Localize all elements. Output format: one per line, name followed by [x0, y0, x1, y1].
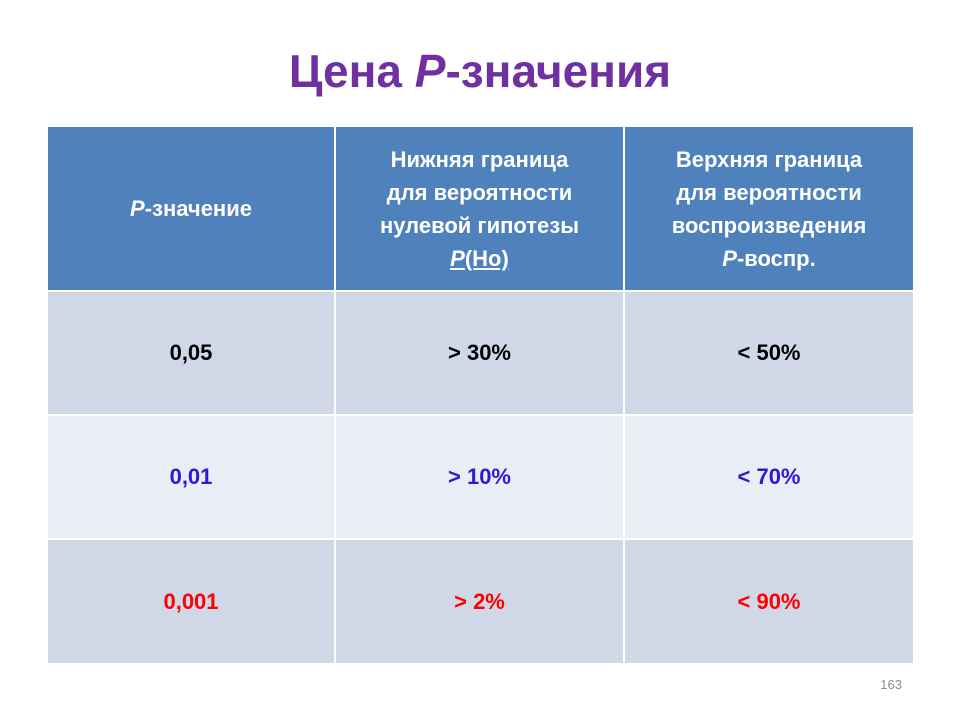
cell-lower-bound: > 30% [335, 290, 625, 415]
header-p-value: P-значение [48, 127, 336, 291]
table-header-row: P-значение Нижняя граница для вероятности… [48, 127, 913, 291]
page-number: 163 [880, 677, 902, 692]
header-upper-line2: для вероятности [676, 179, 862, 205]
table-row: 0,05 > 30% < 50% [48, 290, 913, 415]
cell-lower-bound: > 2% [335, 538, 625, 663]
header-upper-rest: -воспр. [736, 245, 816, 271]
header-lower-bound: Нижняя граница для вероятности нулевой гип… [335, 127, 625, 291]
header-lower-line3: нулевой гипотезы [379, 212, 580, 238]
header-lower-line4: P(Ho) [450, 246, 509, 271]
cell-upper-bound: < 70% [624, 414, 913, 539]
title-prefix: Цена [288, 45, 415, 97]
header-lower-italic: P [450, 245, 465, 271]
cell-upper-bound: < 90% [624, 538, 913, 663]
cell-p-value: 0,01 [48, 414, 336, 539]
title-italic-p: P [414, 45, 446, 97]
table-row: 0,001 > 2% < 90% [48, 538, 913, 663]
page-title: Цена P-значения [0, 44, 960, 99]
header-lower-line2: для вероятности [386, 179, 573, 205]
table-row: 0,01 > 10% < 70% [48, 414, 913, 539]
header-p-text: -значение [144, 196, 252, 221]
header-upper-italic: P [722, 245, 737, 271]
header-upper-line1: Верхняя граница [675, 146, 863, 172]
header-p-italic: P [130, 196, 145, 221]
title-suffix: -значения [445, 45, 672, 97]
cell-p-value: 0,05 [48, 290, 336, 415]
header-lower-line1: Нижняя граница [390, 146, 569, 172]
header-upper-bound: Верхняя граница для вероятности воспроизве… [624, 127, 913, 291]
header-upper-line3: воспроизведения [671, 212, 867, 238]
cell-upper-bound: < 50% [624, 290, 913, 415]
cell-lower-bound: > 10% [335, 414, 625, 539]
header-lower-rest: (Ho) [464, 245, 509, 271]
p-value-table: P-значение Нижняя граница для вероятности… [48, 127, 913, 663]
cell-p-value: 0,001 [48, 538, 336, 663]
